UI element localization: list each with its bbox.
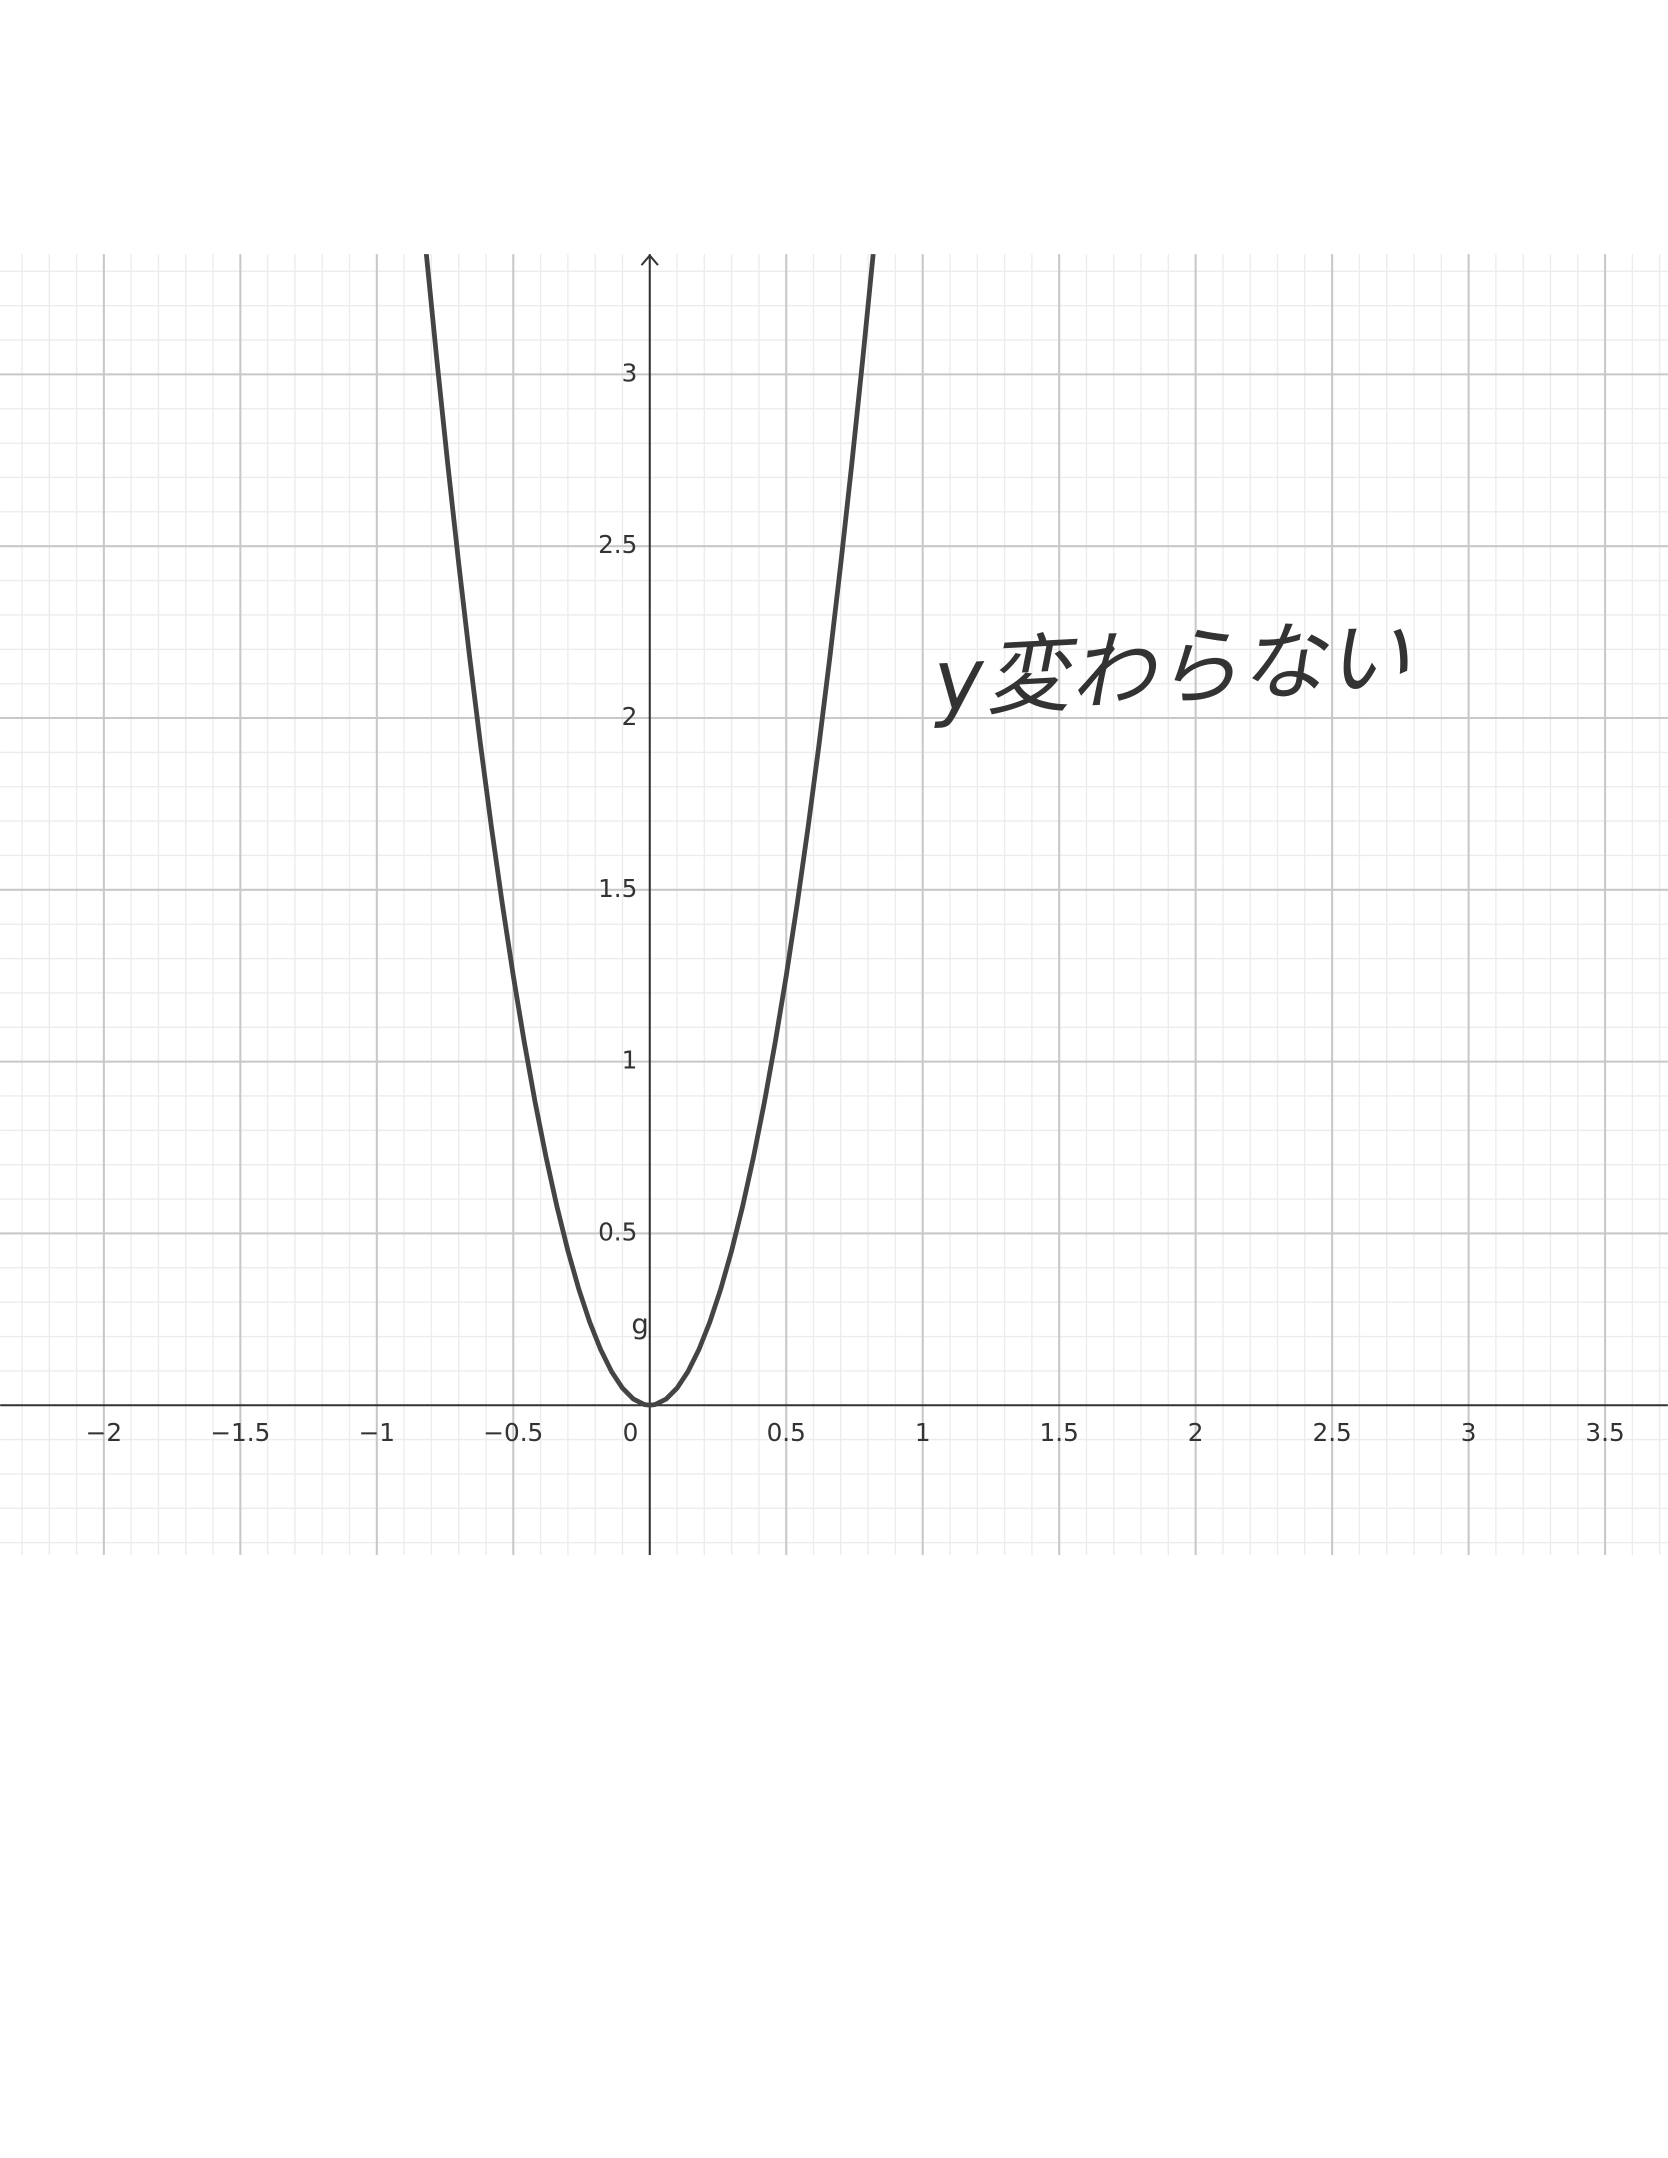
x-tick-label: 3: [1461, 1418, 1477, 1447]
plot-area: [423, 254, 876, 1408]
y-tick-label: 0.5: [598, 1217, 637, 1246]
x-tick-label: −0.5: [483, 1418, 543, 1447]
x-tick-label: −1.5: [210, 1418, 270, 1447]
grid: [0, 254, 1668, 1556]
axes: −2 −1.5 −1 −0.5 0 0.5 1 1.5 2 2.5 3 3.5 0.5 1 1.5 2 2.5 3…: [0, 253, 1668, 1556]
y-tick-label: 2: [622, 702, 638, 731]
y-tick-label: 1: [622, 1046, 638, 1075]
y-tick-label: 3: [622, 358, 638, 387]
y-tick-label: 2.5: [598, 530, 637, 559]
x-tick-label: 0.5: [767, 1418, 806, 1447]
x-tick-label: 1: [915, 1418, 931, 1447]
curve: [423, 254, 876, 1408]
x-tick-label: 0: [623, 1418, 639, 1447]
y-tick-label: 1.5: [598, 874, 637, 903]
x-tick-label: 2.5: [1312, 1418, 1351, 1447]
series-label: g: [631, 1310, 648, 1341]
x-tick-label: −1: [359, 1418, 395, 1447]
x-tick-label: 1.5: [1040, 1418, 1079, 1447]
x-tick-label: 3.5: [1585, 1418, 1624, 1447]
axis-arrow: [640, 253, 659, 266]
x-tick-label: 2: [1188, 1418, 1204, 1447]
x-tick-label: −2: [86, 1418, 122, 1447]
annotation: y変わらない: [928, 607, 1412, 731]
